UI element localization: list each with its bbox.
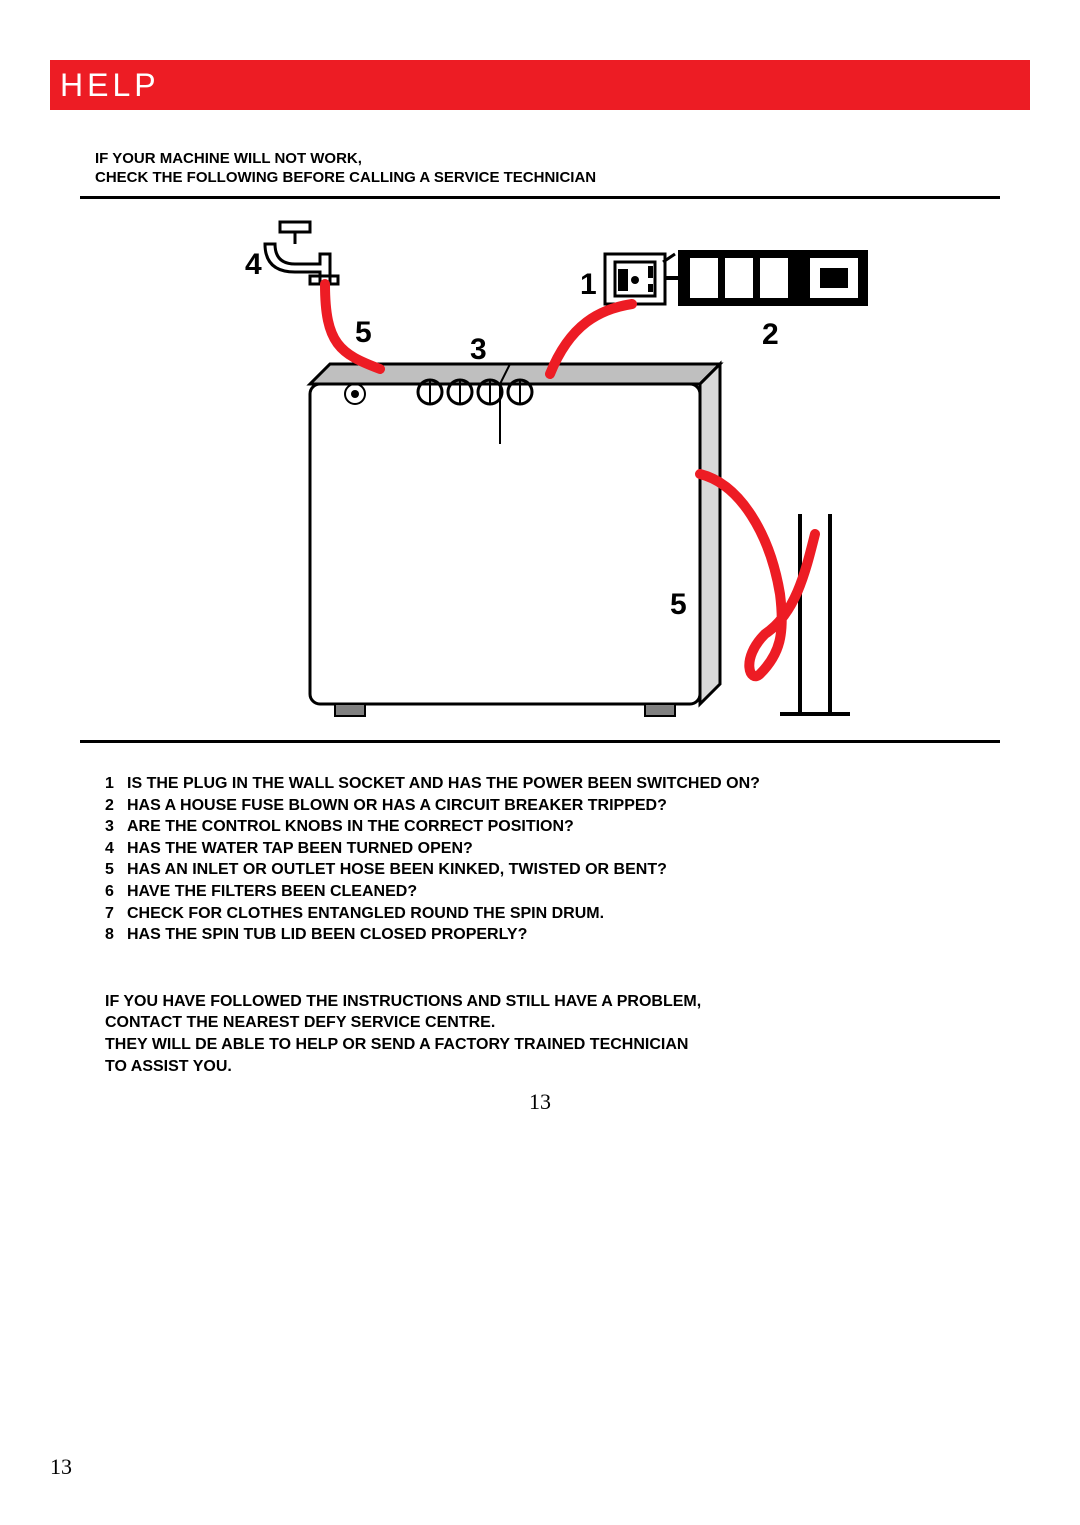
check-num: 7 (105, 903, 127, 925)
intro-line-2: CHECK THE FOLLOWING BEFORE CALLING A SER… (95, 169, 1030, 186)
page-number-center: 13 (50, 1089, 1030, 1115)
check-text: HAVE THE FILTERS BEEN CLEANED? (127, 881, 417, 903)
machine-foot (335, 704, 365, 716)
tap-icon (265, 222, 338, 284)
diagram-label-2: 2 (762, 318, 779, 351)
machine-body (310, 384, 700, 704)
plug-icon (605, 254, 678, 304)
check-num: 2 (105, 795, 127, 817)
check-num: 3 (105, 816, 127, 838)
machine-side (700, 364, 720, 704)
check-item: 6HAVE THE FILTERS BEEN CLEANED? (105, 881, 1030, 903)
check-num: 5 (105, 859, 127, 881)
check-text: IS THE PLUG IN THE WALL SOCKET AND HAS T… (127, 773, 760, 795)
footer-line: TO ASSIST YOU. (105, 1056, 1030, 1078)
title-bar: HELP (50, 60, 1030, 110)
diagram-label-1: 1 (580, 268, 597, 301)
diagram-label-3: 3 (470, 333, 487, 366)
page: HELP IF YOUR MACHINE WILL NOT WORK, CHEC… (0, 0, 1080, 1525)
inlet-hose (325, 284, 380, 369)
troubleshoot-diagram: 1 2 3 4 5 5 (180, 214, 900, 734)
intro-block: IF YOUR MACHINE WILL NOT WORK, CHECK THE… (95, 150, 1030, 186)
footer-block: IF YOU HAVE FOLLOWED THE INSTRUCTIONS AN… (105, 991, 1030, 1077)
page-number-bottom-left: 13 (50, 1454, 72, 1480)
intro-line-1: IF YOUR MACHINE WILL NOT WORK, (95, 150, 1030, 167)
check-item: 2HAS A HOUSE FUSE BLOWN OR HAS A CIRCUIT… (105, 795, 1030, 817)
check-text: HAS THE SPIN TUB LID BEEN CLOSED PROPERL… (127, 924, 527, 946)
footer-line: THEY WILL DE ABLE TO HELP OR SEND A FACT… (105, 1034, 1030, 1056)
check-num: 8 (105, 924, 127, 946)
footer-line: IF YOU HAVE FOLLOWED THE INSTRUCTIONS AN… (105, 991, 1030, 1013)
page-title: HELP (60, 67, 160, 104)
check-item: 8HAS THE SPIN TUB LID BEEN CLOSED PROPER… (105, 924, 1030, 946)
diagram-label-4: 4 (245, 248, 262, 281)
check-text: HAS THE WATER TAP BEEN TURNED OPEN? (127, 838, 473, 860)
check-text: ARE THE CONTROL KNOBS IN THE CORRECT POS… (127, 816, 574, 838)
check-item: 7CHECK FOR CLOTHES ENTANGLED ROUND THE S… (105, 903, 1030, 925)
machine-foot (645, 704, 675, 716)
divider-bottom (80, 740, 1000, 743)
check-item: 5HAS AN INLET OR OUTLET HOSE BEEN KINKED… (105, 859, 1030, 881)
panel-detail-dot (351, 390, 359, 398)
diagram-label-5a: 5 (355, 316, 372, 349)
check-num: 4 (105, 838, 127, 860)
divider-top (80, 196, 1000, 199)
footer-line: CONTACT THE NEAREST DEFY SERVICE CENTRE. (105, 1012, 1030, 1034)
diagram-label-5b: 5 (670, 588, 687, 621)
checklist: 1IS THE PLUG IN THE WALL SOCKET AND HAS … (105, 773, 1030, 946)
check-text: HAS A HOUSE FUSE BLOWN OR HAS A CIRCUIT … (127, 795, 667, 817)
check-item: 4HAS THE WATER TAP BEEN TURNED OPEN? (105, 838, 1030, 860)
check-item: 1IS THE PLUG IN THE WALL SOCKET AND HAS … (105, 773, 1030, 795)
diagram-container: 1 2 3 4 5 5 (80, 214, 1000, 734)
check-item: 3ARE THE CONTROL KNOBS IN THE CORRECT PO… (105, 816, 1030, 838)
check-num: 1 (105, 773, 127, 795)
check-num: 6 (105, 881, 127, 903)
check-text: HAS AN INLET OR OUTLET HOSE BEEN KINKED,… (127, 859, 667, 881)
check-text: CHECK FOR CLOTHES ENTANGLED ROUND THE SP… (127, 903, 604, 925)
